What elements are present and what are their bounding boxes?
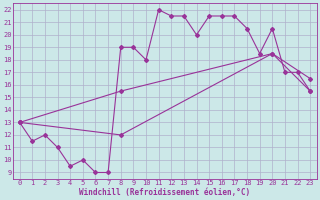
X-axis label: Windchill (Refroidissement éolien,°C): Windchill (Refroidissement éolien,°C) — [79, 188, 251, 197]
